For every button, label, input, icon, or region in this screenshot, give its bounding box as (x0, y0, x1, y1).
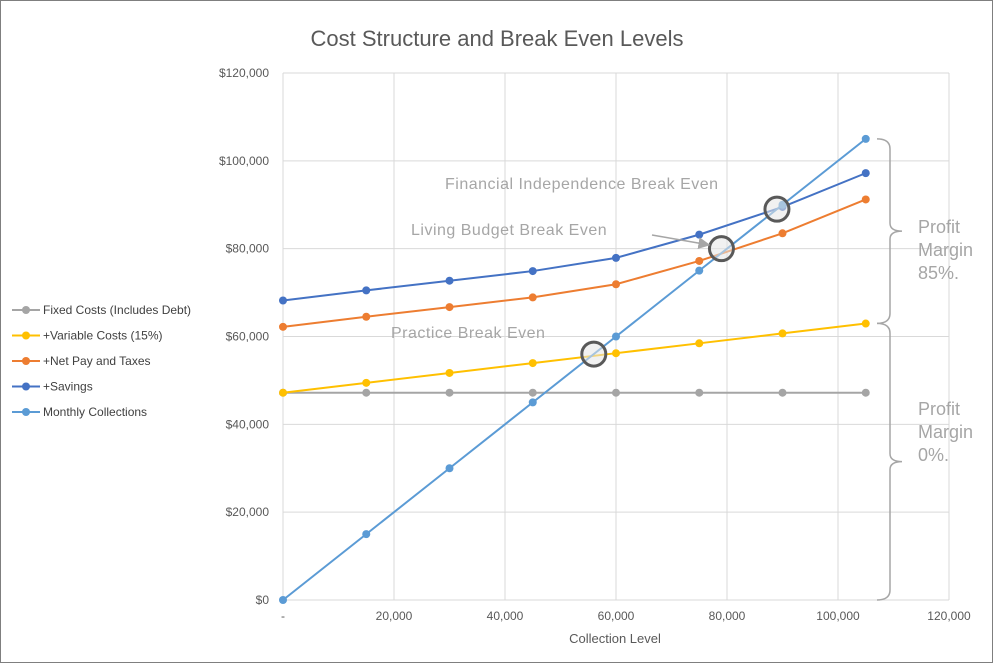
data-point (612, 280, 620, 289)
break-even-marker (580, 340, 608, 368)
break-even-marker (763, 195, 791, 223)
series-line (282, 198, 867, 328)
data-point (362, 286, 371, 295)
y-tick-label: $80,000 (226, 242, 270, 256)
data-point (445, 303, 454, 312)
data-point (445, 464, 454, 473)
data-point (362, 530, 371, 539)
x-tick-label: - (281, 609, 285, 623)
break-even-label: Financial Independence Break Even (445, 176, 719, 193)
data-point (362, 312, 371, 321)
x-tick-label: 80,000 (709, 609, 746, 623)
y-tick-label: $120,000 (219, 66, 269, 80)
data-point (778, 229, 787, 238)
y-tick-label: $0 (256, 593, 270, 607)
legend-marker-swatch (22, 382, 30, 391)
chart-title: Cost Structure and Break Even Levels (311, 26, 684, 51)
data-point (861, 134, 870, 143)
data-point (279, 388, 287, 397)
legend-entry: Monthly Collections (12, 405, 147, 419)
series-2 (279, 319, 870, 397)
x-tick-label: 20,000 (376, 609, 413, 623)
legend: Fixed Costs (Includes Debt) +Variable Cos… (12, 303, 191, 419)
legend-marker-swatch (22, 408, 30, 416)
series-1 (279, 388, 870, 397)
annotation-arrow (651, 234, 711, 250)
legend-entry: +Variable Costs (15%) (12, 329, 163, 343)
data-point (695, 388, 704, 397)
axis-ticks: $0 $20,000 $40,000 $60,000 $80,000 $100,000 $1… (219, 66, 971, 623)
data-point (445, 276, 454, 285)
data-point (362, 388, 371, 397)
legend-label: Fixed Costs (Includes Debt) (43, 303, 191, 317)
data-point (695, 266, 704, 275)
data-point (612, 388, 620, 397)
data-point (612, 349, 620, 358)
gridlines (282, 72, 950, 601)
profit-margin-label: Profit (918, 399, 960, 419)
data-point (279, 596, 287, 604)
data-point (861, 195, 870, 204)
data-point (528, 359, 537, 368)
profit-margin-label: Margin (918, 422, 973, 442)
legend-label: +Savings (43, 380, 93, 394)
series-line (282, 322, 866, 394)
annotations: Financial Independence Break Even Living … (391, 138, 973, 601)
data-point (778, 388, 787, 397)
profit-margin-label: 85%. (918, 263, 959, 283)
legend-marker-swatch (22, 331, 30, 340)
data-point (528, 398, 537, 407)
series-3 (279, 195, 870, 331)
profit-margin-bracket (876, 138, 903, 325)
legend-label: +Variable Costs (15%) (43, 329, 163, 343)
x-tick-label: 100,000 (816, 609, 860, 623)
data-point (612, 253, 620, 262)
data-point (279, 322, 287, 331)
data-point (861, 388, 870, 397)
x-tick-label: 120,000 (927, 609, 971, 623)
data-point (528, 267, 537, 276)
data-point (695, 256, 704, 265)
break-even-marker (707, 235, 735, 263)
legend-marker-swatch (22, 306, 30, 314)
profit-margin-label: Margin (918, 240, 973, 260)
x-tick-label: 60,000 (598, 609, 635, 623)
y-tick-label: $20,000 (226, 505, 270, 519)
data-point (528, 293, 537, 302)
x-axis-title: Collection Level (569, 631, 661, 646)
y-tick-label: $100,000 (219, 154, 269, 168)
data-point (861, 319, 870, 328)
data-point (778, 329, 787, 338)
data-point (695, 230, 704, 239)
data-point (445, 388, 454, 397)
data-point (861, 169, 870, 178)
legend-entry: +Savings (12, 380, 93, 394)
data-point (445, 368, 454, 377)
legend-entry: Fixed Costs (Includes Debt) (12, 303, 191, 317)
profit-margin-label: 0%. (918, 445, 949, 465)
profit-margin-bracket (876, 322, 903, 601)
y-tick-label: $40,000 (226, 417, 270, 431)
break-even-label: Practice Break Even (391, 325, 545, 342)
legend-label: Monthly Collections (43, 405, 147, 419)
data-point (528, 388, 537, 397)
data-point (362, 378, 371, 387)
data-point (695, 339, 704, 348)
legend-marker-swatch (22, 357, 30, 365)
profit-margin-label: Profit (918, 217, 960, 237)
data-point (612, 332, 620, 341)
legend-entry: +Net Pay and Taxes (12, 354, 151, 368)
data-point (279, 296, 287, 305)
series-group (279, 134, 870, 604)
y-tick-label: $60,000 (226, 330, 270, 344)
break-even-label: Living Budget Break Even (411, 222, 607, 239)
legend-label: +Net Pay and Taxes (43, 354, 151, 368)
x-tick-label: 40,000 (487, 609, 524, 623)
